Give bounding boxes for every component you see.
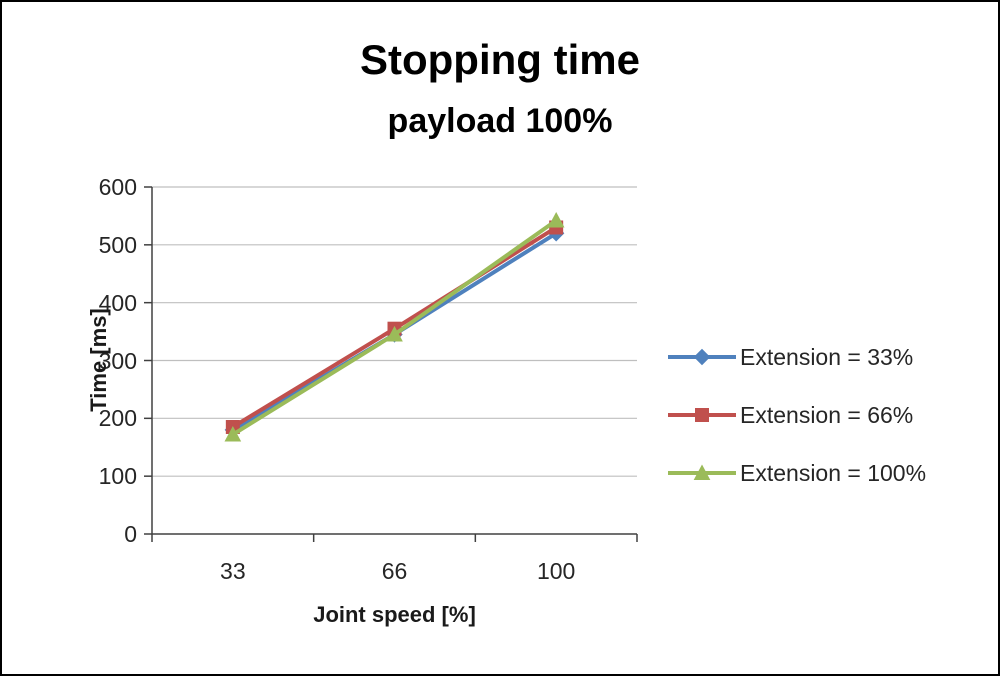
legend-marker [668, 408, 736, 422]
legend-label: Extension = 100% [740, 459, 927, 486]
series-marker [386, 325, 403, 342]
series-marker [695, 408, 709, 422]
legend-marker [668, 464, 736, 480]
y-tick-label: 100 [98, 463, 137, 490]
x-tick-label: 33 [220, 558, 246, 584]
y-tick-label: 400 [98, 289, 137, 316]
series-marker [547, 211, 565, 228]
y-tick-label: 0 [124, 521, 137, 547]
x-tick-label: 100 [536, 558, 576, 584]
legend-marker [668, 348, 736, 366]
y-tick-label: 200 [98, 405, 137, 432]
y-tick-label: 300 [98, 347, 137, 374]
legend: Extension = 33% Extension = 66% Extension … [668, 344, 926, 486]
legend-label: Extension = 66% [740, 401, 914, 428]
x-tick-label: 66 [381, 558, 408, 584]
series-marker [224, 425, 242, 442]
legend-label: Extension = 33% [740, 343, 914, 370]
y-tick-label: 500 [98, 231, 137, 258]
chart-subtitle: payload 100% [387, 102, 613, 140]
chart-title: Stopping time [360, 36, 640, 83]
legend-item: Extension = 33% [668, 344, 926, 370]
legend-item: Extension = 66% [668, 402, 926, 428]
series-marker [693, 464, 711, 480]
x-axis-label: Joint speed [%] [313, 602, 476, 627]
series-marker [693, 348, 711, 366]
y-tick-label: 600 [98, 174, 137, 200]
y-axis-label: Time [ms] [86, 308, 111, 412]
legend-item: Extension = 100% [668, 460, 926, 486]
